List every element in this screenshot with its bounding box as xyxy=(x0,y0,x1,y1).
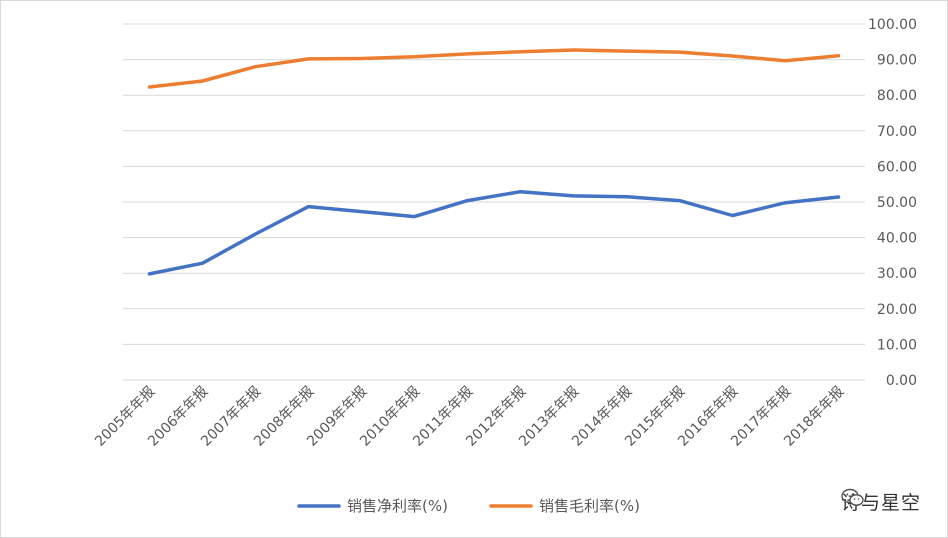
data-point xyxy=(148,272,151,275)
y-axis-ticks: 0.00 10.00 20.00 30.00 40.00 50.00 60.00 70.00 8… xyxy=(868,17,917,389)
wechat-icon xyxy=(841,488,864,506)
data-point xyxy=(731,55,734,58)
data-point xyxy=(413,215,416,218)
data-point xyxy=(148,86,151,89)
series-line-1 xyxy=(147,48,841,89)
data-point xyxy=(201,79,204,82)
data-point xyxy=(572,48,575,51)
data-point xyxy=(254,233,257,236)
data-point xyxy=(466,52,469,55)
y-tick-label: 80.00 xyxy=(877,88,917,104)
data-point xyxy=(678,199,681,202)
y-tick-label: 50.00 xyxy=(877,195,917,211)
x-axis-ticks: 2005年年报2006年年报2007年年报2008年年报2009年年报2010年… xyxy=(92,384,847,450)
data-point xyxy=(307,205,310,208)
data-point xyxy=(519,50,522,53)
data-point xyxy=(201,262,204,265)
y-tick-label: 30.00 xyxy=(877,266,917,282)
data-point xyxy=(254,65,257,68)
watermark: 诗与星空 xyxy=(841,488,921,515)
y-tick-label: 20.00 xyxy=(877,302,917,318)
data-point xyxy=(519,190,522,193)
data-point xyxy=(784,201,787,204)
data-point xyxy=(837,196,840,199)
data-point xyxy=(413,55,416,58)
y-tick-label: 60.00 xyxy=(877,159,917,175)
data-point xyxy=(731,214,734,217)
series-line-0 xyxy=(147,189,841,276)
y-tick-label: 90.00 xyxy=(877,53,917,69)
data-point xyxy=(837,54,840,57)
data-point xyxy=(572,194,575,197)
data-point xyxy=(360,57,363,60)
data-point xyxy=(678,51,681,54)
y-tick-label: 40.00 xyxy=(877,231,917,247)
y-tick-label: 10.00 xyxy=(877,337,917,353)
data-point xyxy=(466,199,469,202)
data-point xyxy=(307,57,310,60)
data-point xyxy=(625,195,628,198)
y-tick-label: 100.00 xyxy=(868,17,917,33)
legend-label: 销售净利率(%) xyxy=(347,497,448,515)
y-tick-label: 0.00 xyxy=(886,373,917,389)
data-point xyxy=(784,59,787,62)
legend: 销售净利率(%) 销售毛利率(%) xyxy=(297,497,640,515)
legend-label: 销售毛利率(%) xyxy=(539,497,640,515)
data-point xyxy=(360,210,363,213)
series-lines xyxy=(147,48,841,276)
gridlines xyxy=(123,23,865,381)
data-point xyxy=(625,50,628,53)
y-tick-label: 70.00 xyxy=(877,124,917,140)
